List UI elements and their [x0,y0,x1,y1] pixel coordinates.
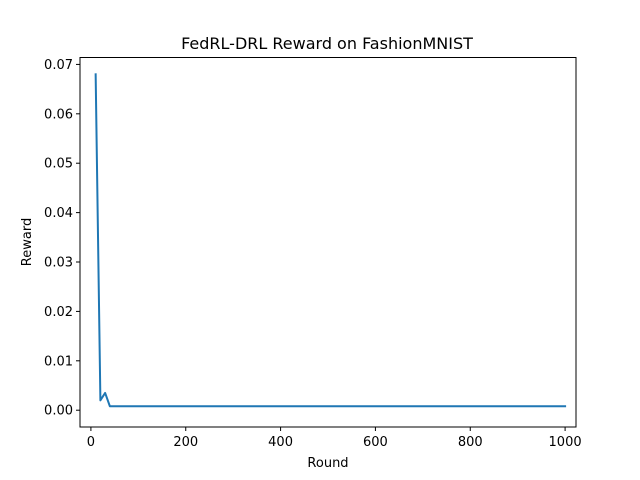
reward-series-line [94,73,567,408]
plot-area: 0 200 400 600 800 1000 0.000.010.020.030.040.… [44,57,582,450]
x-axis-ticks: 0 200 400 600 800 1000 [87,427,582,450]
y-tick-label: 0.04 [44,206,73,221]
y-axis-ticks: 0.00 0.01 0.02 0.03 0.04 0.05 0.06 0.07 [44,58,80,419]
y-tick-label: 0.07 [44,58,73,73]
y-tick-label: 0.02 [44,305,73,320]
y-tick-label: 0.00 [44,404,73,419]
series-layer [94,73,567,408]
y-axis-label: Reward [20,218,35,266]
y-tick-label: 0.03 [44,256,73,271]
x-tick-label: 200 [173,435,198,450]
x-tick-label: 800 [458,435,483,450]
chart-title: FedRL-DRL Reward on FashionMNIST [181,34,473,53]
x-axis-label: Round [307,456,348,471]
x-tick-label: 400 [268,435,293,450]
x-tick-label: 0 [87,435,95,450]
plot-frame [79,57,577,428]
x-tick-label: 1000 [549,435,582,450]
y-tick-label: 0.05 [44,157,73,172]
x-tick-label: 600 [363,435,388,450]
y-tick-label: 0.06 [44,107,73,122]
y-tick-label: 0.01 [44,354,73,369]
